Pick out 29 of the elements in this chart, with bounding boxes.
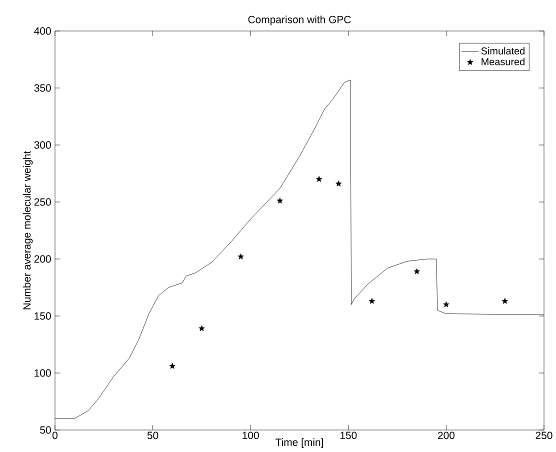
y-tick-label: 50: [40, 426, 51, 434]
x-tick-label: 200: [438, 432, 455, 440]
point: [169, 362, 176, 369]
point: [198, 325, 205, 332]
point: [368, 298, 375, 304]
y-tick-label: 250: [34, 198, 51, 206]
y-tick-label: 150: [34, 312, 51, 320]
y-tick-label: 300: [34, 141, 51, 149]
point: [238, 254, 244, 260]
x-tick-label: 150: [340, 432, 357, 440]
x-tick-label: 250: [536, 432, 552, 440]
point: [276, 198, 283, 204]
y-tick-label: 400: [34, 27, 51, 35]
point: [502, 298, 508, 304]
x-tick-label: 0: [52, 432, 58, 440]
x-tick-label: 100: [242, 432, 259, 440]
y-axis-title: Number average molecular weight: [22, 150, 33, 310]
legend-label: Simulated: [481, 47, 524, 54]
x-tick-label: 50: [147, 432, 158, 440]
x-axis-title: Time [min]: [276, 438, 323, 448]
y-tick-label: 350: [34, 84, 51, 92]
point: [443, 301, 450, 308]
point: [336, 180, 342, 186]
y-tick-label: 100: [34, 369, 51, 377]
chart-title: Comparison with GPC: [248, 16, 351, 26]
point: [316, 176, 322, 182]
point: [414, 268, 420, 274]
y-tick-label: 200: [34, 255, 51, 263]
legend-label: Measured: [482, 58, 524, 66]
